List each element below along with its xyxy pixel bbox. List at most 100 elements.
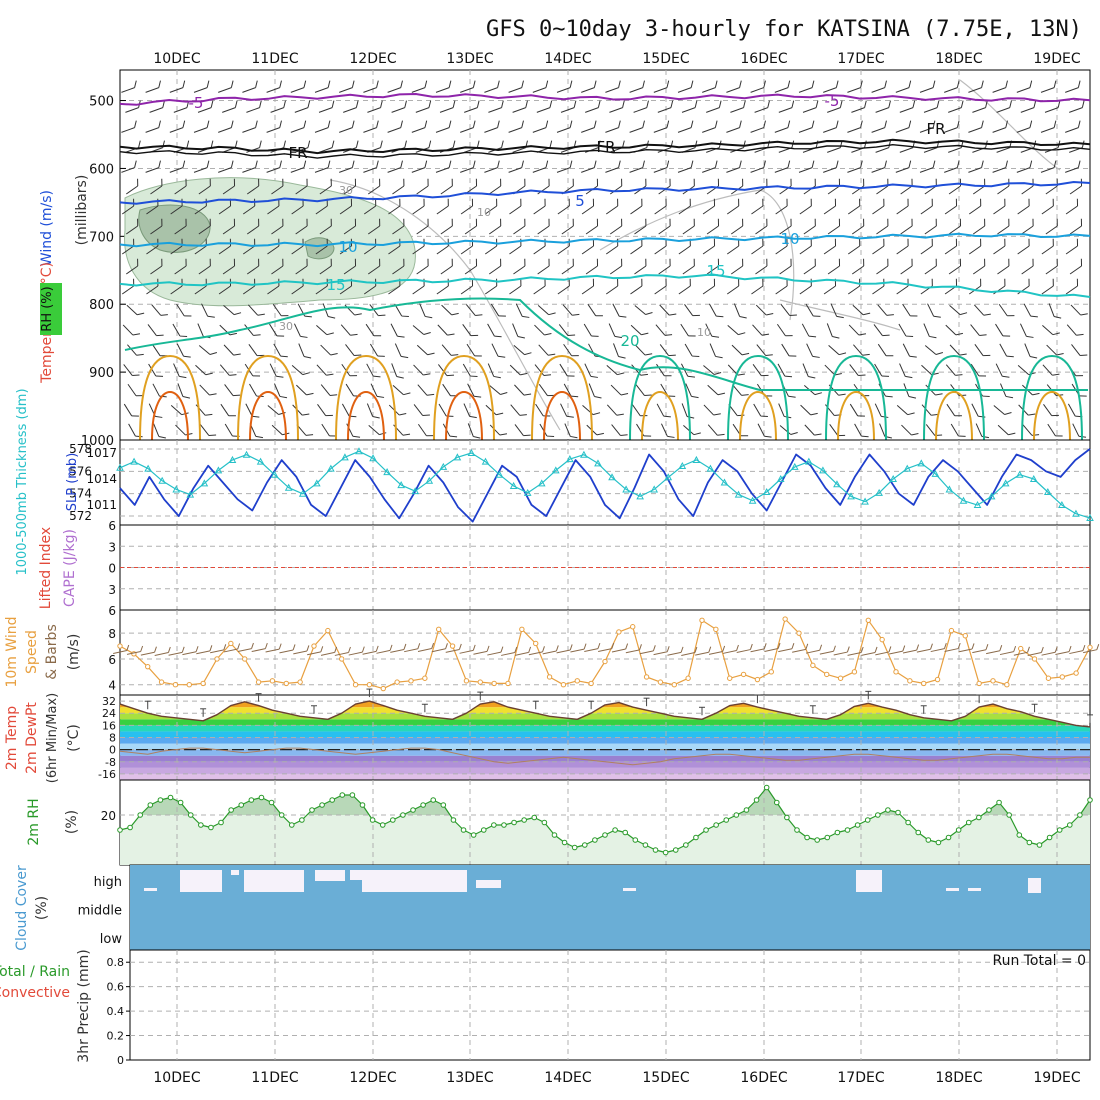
- surface-wind-barb-staff: [320, 651, 335, 656]
- isotherm-label: -5: [189, 94, 204, 112]
- wind-barb: [416, 218, 429, 235]
- wind-speed-point: [837, 675, 844, 681]
- wind-barb: [437, 324, 455, 336]
- wind-barb-flag: [864, 140, 867, 148]
- wind-barb: [532, 160, 549, 173]
- wind-barb: [605, 238, 619, 255]
- wind-barb-staff: [609, 265, 623, 275]
- wind-barb-staff: [510, 404, 521, 416]
- wind-barb-staff: [852, 304, 864, 316]
- wind-barb-flag: [766, 258, 768, 266]
- surface-wind-barb-staff: [210, 649, 224, 654]
- wind-barb: [246, 218, 260, 235]
- wind-barb: [290, 80, 307, 93]
- wind-barb-flag: [327, 316, 336, 319]
- wind-barb-staff: [487, 323, 495, 337]
- wind-barb: [460, 238, 474, 255]
- rh-point: [703, 827, 709, 833]
- wind-barb: [1065, 80, 1081, 93]
- wind-barb: [150, 178, 163, 195]
- ylabel-rh-units: (%): [64, 810, 80, 834]
- wind-barb: [681, 403, 695, 419]
- wind-barb: [177, 383, 191, 399]
- wind-barb-staff: [871, 127, 885, 133]
- wind-barb-staff: [388, 205, 401, 215]
- wind-barb-flag: [303, 356, 312, 359]
- wind-speed-point: [1004, 681, 1010, 688]
- wind-barb: [532, 80, 549, 93]
- wind-speed-point: [283, 680, 289, 687]
- wind-barb-staff: [993, 405, 1005, 415]
- wind-barb: [246, 178, 260, 195]
- wind-barb-staff: [534, 364, 545, 376]
- surface-wind-barb-flag: [722, 645, 726, 652]
- wind-barb-staff: [874, 363, 883, 377]
- wind-barb: [271, 218, 284, 235]
- wind-barb: [416, 344, 435, 356]
- wind-barb: [680, 323, 696, 337]
- wind-barb-flag: [717, 218, 720, 226]
- panel-2m-rh: 20 2m RH (%): [26, 779, 1093, 866]
- wind-barb-flag: [182, 160, 186, 168]
- wind-barb-staff: [269, 363, 277, 377]
- wind-barb: [945, 324, 963, 336]
- wind-barb-staff: [899, 147, 914, 153]
- temp-color-band: [120, 743, 1090, 750]
- wind-barb-staff: [804, 424, 815, 436]
- surface-wind-barb: [1083, 644, 1100, 654]
- surface-wind-barb-staff: [667, 651, 682, 656]
- wind-barb-staff: [388, 285, 401, 295]
- wind-barb-flag: [548, 178, 550, 186]
- wind-barb-flag: [622, 100, 625, 108]
- wind-barb-flag: [742, 178, 744, 186]
- wind-barb: [854, 423, 869, 438]
- wind-barb-flag: [544, 278, 546, 286]
- wind-barb-staff: [561, 225, 574, 235]
- wind-barb-flag: [569, 160, 573, 168]
- wind-barb-staff: [730, 107, 744, 113]
- ylabel-precip: 3hr Precip (mm): [76, 949, 92, 1062]
- wind-barb-staff: [267, 205, 280, 215]
- wind-barb: [993, 278, 1006, 295]
- wind-barb-staff: [653, 87, 668, 93]
- wind-barb-flag: [378, 314, 386, 317]
- wind-barb-staff: [411, 87, 426, 93]
- wind-barb-flag: [354, 258, 357, 266]
- wind-barb-flag: [303, 80, 307, 88]
- wind-barb: [629, 160, 645, 173]
- wind-barb-staff: [271, 424, 283, 436]
- wind-barb-flag: [791, 100, 795, 108]
- top-date-label: 16DEC: [740, 51, 787, 67]
- rh-point: [208, 824, 214, 831]
- wind-barb: [1024, 343, 1038, 359]
- wind-barb: [417, 423, 434, 437]
- rh-point: [187, 812, 194, 818]
- slp-point: [284, 483, 293, 491]
- surface-wind-barb: [528, 646, 545, 656]
- wind-barb-staff: [1017, 365, 1030, 375]
- wind-barb-staff: [290, 167, 305, 173]
- wind-barb-staff: [927, 303, 935, 317]
- wind-barb-flag: [1005, 160, 1008, 168]
- wind-barb: [316, 324, 334, 336]
- surface-wind-barb: [237, 642, 254, 652]
- wind-barb-staff: [509, 364, 521, 376]
- wind-barb-staff: [488, 225, 502, 235]
- wind-barb-flag: [888, 100, 891, 108]
- wind-barb-staff: [463, 403, 471, 417]
- wind-barb: [706, 100, 722, 113]
- wind-barb-staff: [436, 205, 449, 215]
- isotherm-label: 5: [575, 192, 585, 210]
- ua-tick-label: 1000: [81, 434, 114, 449]
- wind-barb-flag: [717, 392, 726, 396]
- wind-barb-flag: [1028, 413, 1036, 416]
- wind-barb-flag: [1008, 258, 1010, 266]
- wind-barb-staff: [536, 107, 551, 113]
- wind-barb-staff: [896, 404, 908, 416]
- wind-speed-point: [158, 679, 165, 685]
- wind-barb: [654, 278, 667, 295]
- wind-barb-flag: [929, 335, 937, 339]
- wind-barb-staff: [900, 265, 913, 275]
- wind-barb-staff: [877, 343, 887, 357]
- wind-barb-staff: [1047, 423, 1056, 437]
